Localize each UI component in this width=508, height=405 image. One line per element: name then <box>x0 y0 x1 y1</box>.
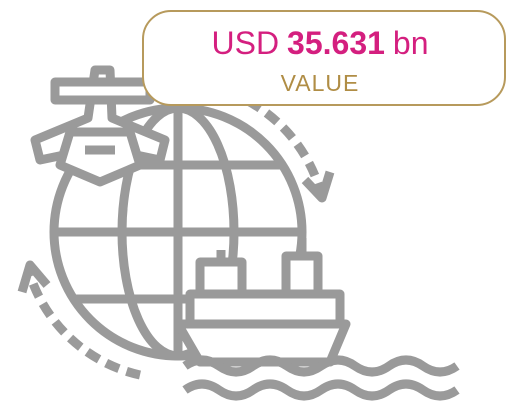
plane <box>30 65 170 187</box>
orbit-arrow <box>226 87 325 192</box>
arrow-head <box>17 260 51 294</box>
orbit-arrow <box>25 273 141 380</box>
waves <box>182 355 460 401</box>
ship <box>173 238 351 367</box>
currency: USD <box>211 25 279 61</box>
unit: bn <box>393 25 429 61</box>
arrow-head <box>301 170 335 203</box>
trade-icon <box>17 65 460 401</box>
amount: 35.631 <box>287 25 385 61</box>
badge-value: USD 35.631 bn <box>211 25 428 61</box>
badge-frame <box>142 10 506 106</box>
badge-label: VALUE <box>281 70 360 96</box>
value-badge: USD 35.631 bn VALUE <box>142 10 506 106</box>
